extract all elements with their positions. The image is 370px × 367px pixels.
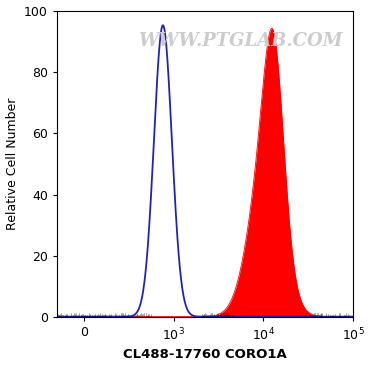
X-axis label: CL488-17760 CORO1A: CL488-17760 CORO1A — [123, 348, 287, 361]
Text: WWW.PTGLAB.COM: WWW.PTGLAB.COM — [138, 32, 343, 50]
Y-axis label: Relative Cell Number: Relative Cell Number — [6, 98, 18, 230]
